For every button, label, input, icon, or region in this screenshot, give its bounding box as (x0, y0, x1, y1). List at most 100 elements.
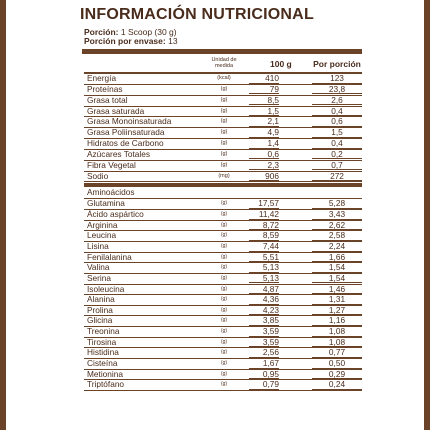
row-unit: (g) (220, 161, 228, 168)
row-value-100g: 3,85 (249, 316, 279, 326)
row-label: Prolina (87, 304, 113, 315)
row-label: Alanina (87, 294, 115, 305)
row-label: Treonina (87, 326, 120, 337)
table-row: Proteínas (g) 79 23,8 (84, 84, 362, 96)
row-value-100g: 3,59 (249, 327, 279, 337)
row-value-100g: 2,3 (249, 161, 279, 171)
portions-label: Porción por envase: (84, 36, 166, 46)
row-value-portion: 0,50 (312, 359, 362, 369)
row-unit: (mg) (218, 172, 230, 179)
row-label: Grasa Monoinsaturada (87, 116, 172, 127)
table-row: Serina (g) 5,13 1,54 (84, 272, 362, 285)
row-value-100g: 5,13 (249, 263, 279, 273)
amino-title: Aminoácidos (87, 187, 135, 198)
row-value-portion: 0,4 (312, 139, 362, 149)
row-value-100g: 17,57 (249, 199, 279, 209)
table-row: Grasa total (g) 8,5 2,6 (84, 95, 362, 107)
row-unit: (g) (220, 200, 228, 207)
row-value-portion: 1,54 (312, 274, 362, 284)
row-label: Ácido aspártico (87, 209, 144, 220)
row-unit: (g) (220, 129, 228, 136)
row-value-portion: 3,43 (312, 210, 362, 220)
table-row: Histidina (g) 2,56 0,77 (84, 347, 362, 360)
row-unit: (g) (220, 232, 228, 239)
table-row: Fenilalanina (g) 5,51 1,66 (84, 251, 362, 264)
row-label: Triptófano (87, 379, 125, 390)
portion-info: Porción: 1 Scoop (30 g) Porción por enva… (84, 28, 178, 46)
row-value-100g: 4,23 (249, 306, 279, 316)
row-value-100g: 8,59 (249, 231, 279, 241)
table-row: Grasa saturada (g) 1,5 0,4 (84, 105, 362, 118)
row-value-portion: 123 (312, 74, 362, 84)
table-row: Hidratos de Carbono (g) 1,4 0,4 (84, 138, 362, 150)
row-label: Serina (87, 272, 111, 283)
row-value-100g: 4,87 (249, 285, 279, 295)
row-value-100g: 4,36 (249, 295, 279, 305)
row-value-100g: 0,6 (249, 150, 279, 160)
row-unit: (g) (220, 96, 228, 103)
row-value-100g: 2,1 (249, 117, 279, 127)
row-value-portion: 5,28 (312, 199, 362, 209)
row-value-100g: 79 (249, 85, 279, 95)
row-unit: (g) (220, 253, 228, 260)
row-label: Isoleucina (87, 283, 125, 294)
row-value-portion: 1,66 (312, 253, 362, 263)
amino-section-title: Aminoácidos (84, 187, 362, 200)
row-value-portion: 0,29 (312, 370, 362, 380)
row-unit: (g) (220, 118, 228, 125)
row-value-portion: 0,6 (312, 117, 362, 127)
row-value-portion: 0,2 (312, 150, 362, 160)
row-value-portion: 1,08 (312, 338, 362, 348)
row-unit: (g) (220, 107, 228, 114)
row-label: Glicina (87, 315, 113, 326)
portion-label: Porción: (84, 27, 119, 37)
row-value-100g: 5,51 (249, 253, 279, 263)
row-value-portion: 23,8 (312, 85, 362, 95)
amino-rows: Glutamina (g) 17,57 5,28 Ácido aspártico (g) 1… (84, 199, 362, 391)
row-value-portion: 1,5 (312, 128, 362, 138)
row-unit: (g) (220, 285, 228, 292)
row-value-100g: 5,13 (249, 274, 279, 284)
table-row: Arginina (g) 8,72 2,62 (84, 220, 362, 232)
row-label: Grasa saturada (87, 105, 145, 116)
portion-value: 1 Scoop (30 g) (120, 27, 177, 37)
row-unit: (g) (220, 211, 228, 218)
table-row: Prolina (g) 4,23 1,27 (84, 304, 362, 317)
table-row: Energía (kcal) 410 123 (84, 73, 362, 85)
row-value-100g: 8,72 (249, 221, 279, 231)
row-value-100g: 11,42 (249, 210, 279, 220)
row-value-portion: 1,16 (312, 316, 362, 326)
row-value-portion: 0,7 (312, 161, 362, 171)
unit-header: Unidad de medida (211, 57, 237, 69)
row-unit: (g) (220, 317, 228, 324)
table-row: Glicina (g) 3,85 1,16 (84, 315, 362, 328)
row-unit: (g) (220, 328, 228, 335)
row-value-100g: 0,79 (249, 380, 279, 390)
table-row: Grasa Poliinsaturada (g) 4,9 1,5 (84, 128, 362, 140)
row-label: Cisteína (87, 358, 118, 369)
row-label: Lisina (87, 241, 109, 251)
row-label: Fenilalanina (87, 251, 132, 262)
row-value-100g: 3,59 (249, 338, 279, 348)
row-value-100g: 0,95 (249, 370, 279, 380)
table-row: Glutamina (g) 17,57 5,28 (84, 199, 362, 211)
row-value-100g: 906 (249, 172, 279, 182)
table-row: Isoleucina (g) 4,87 1,46 (84, 283, 362, 296)
row-label: Histidina (87, 347, 119, 358)
row-unit: (g) (220, 381, 228, 388)
row-value-100g: 8,5 (249, 96, 279, 106)
row-unit: (g) (220, 140, 228, 147)
row-unit: (g) (220, 85, 228, 92)
row-label: Metionina (87, 368, 123, 379)
row-unit: (g) (220, 150, 228, 157)
row-value-portion: 2,62 (312, 221, 362, 231)
row-unit: (g) (220, 296, 228, 303)
row-unit: (g) (220, 370, 228, 377)
table-row: Treonina (g) 3,59 1,08 (84, 327, 362, 338)
nutrition-table: Unidad de medida 100 g Por porción Energ… (84, 55, 362, 391)
per100-header: 100 g (270, 59, 292, 69)
table-row: Tirosina (g) 3,59 1,08 (84, 337, 362, 349)
table-row: Grasa Monoinsaturada (g) 2,1 0,6 (84, 116, 362, 129)
row-value-portion: 272 (312, 172, 362, 182)
